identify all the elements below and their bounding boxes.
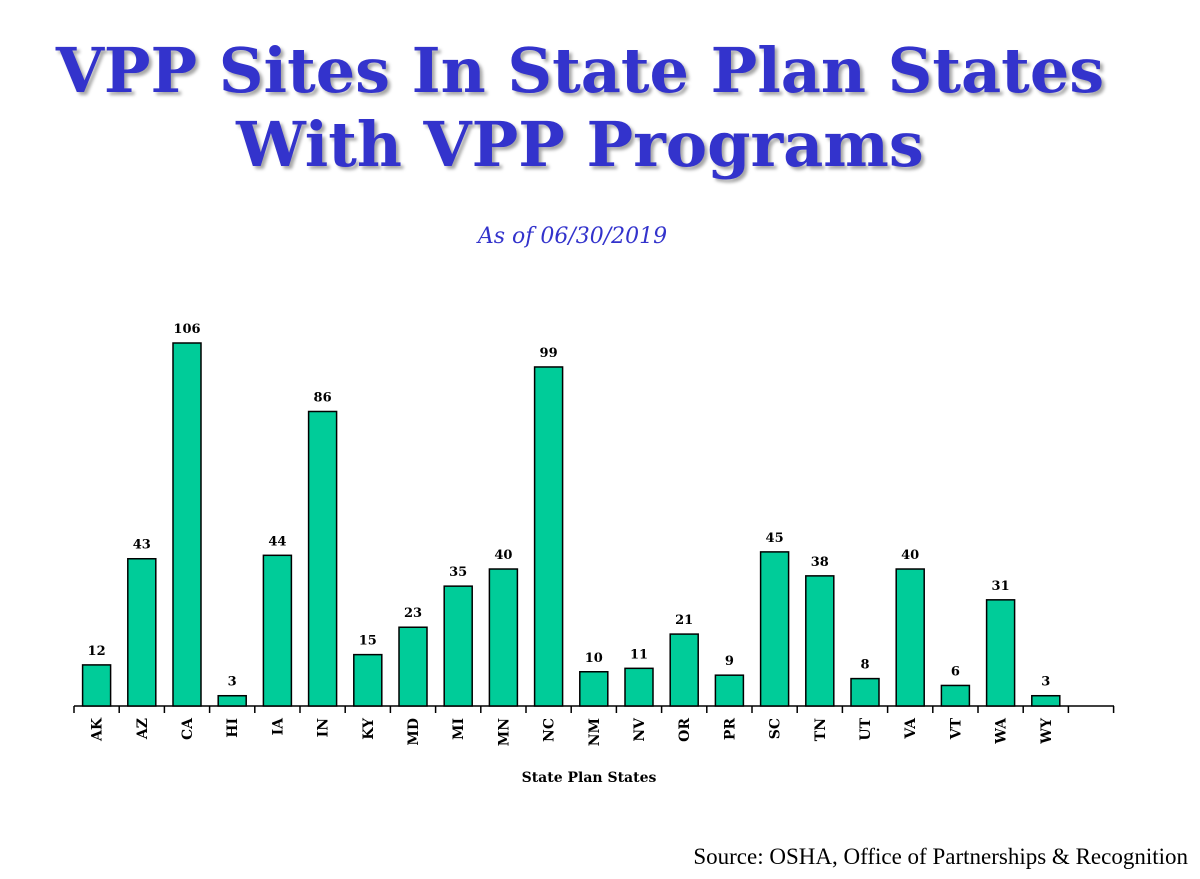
- x-tick-label-pr: PR: [722, 718, 738, 741]
- x-tick-label-sc: SC: [768, 718, 784, 739]
- bar-ca: [172, 342, 202, 707]
- data-label-wa: 31: [992, 579, 1010, 594]
- x-tick-label-ak: AK: [90, 717, 106, 742]
- x-tick-label-ia: IA: [270, 717, 286, 736]
- data-label-md: 23: [404, 606, 422, 621]
- chart-subtitle: As of 06/30/2019: [477, 224, 668, 249]
- bar-sc: [759, 551, 790, 707]
- data-label-va: 40: [901, 548, 919, 563]
- data-label-mi: 35: [449, 565, 467, 580]
- bar-mn: [488, 568, 519, 707]
- bar-nc: [533, 366, 564, 707]
- x-tick-label-mi: MI: [451, 718, 467, 740]
- bar-mi: [443, 585, 473, 707]
- data-label-tn: 38: [811, 555, 829, 570]
- bar-wy: [1031, 694, 1061, 707]
- x-tick-label-nc: NC: [542, 718, 558, 742]
- data-label-in: 86: [314, 390, 332, 405]
- data-label-vt: 6: [951, 664, 960, 679]
- bar-az: [127, 557, 157, 707]
- data-label-or: 21: [675, 613, 693, 628]
- x-tick-label-md: MD: [406, 718, 422, 746]
- x-tick-label-or: OR: [677, 718, 693, 742]
- bar-nm: [579, 671, 609, 707]
- page-title-line-1: VPP Sites In State Plan States: [55, 34, 1105, 107]
- x-tick-label-ca: CA: [180, 717, 196, 740]
- data-label-ak: 12: [88, 644, 106, 659]
- page-title-line-2: With VPP Programs: [236, 108, 924, 181]
- bar-vt: [940, 684, 971, 707]
- x-tick-label-in: IN: [316, 718, 332, 738]
- bar-nv: [624, 667, 654, 707]
- data-label-wy: 3: [1041, 675, 1050, 690]
- bar-tn: [805, 575, 835, 707]
- bar-wa: [985, 599, 1016, 707]
- data-label-sc: 45: [766, 531, 784, 546]
- x-tick-label-vt: VT: [948, 717, 964, 740]
- x-tick-label-tn: TN: [813, 718, 829, 741]
- bar-hi: [217, 694, 247, 707]
- x-tick-label-mn: MN: [496, 718, 512, 746]
- x-tick-label-nm: NM: [587, 718, 603, 746]
- data-label-ca: 106: [173, 322, 200, 337]
- bar-pr: [714, 674, 745, 707]
- bar-in: [307, 410, 338, 707]
- source-note: Source: OSHA, Office of Partnerships & R…: [693, 844, 1188, 869]
- data-label-nc: 99: [540, 346, 558, 361]
- bar-ia: [262, 554, 293, 707]
- data-label-ut: 8: [860, 658, 869, 673]
- x-tick-label-nv: NV: [632, 717, 648, 742]
- data-label-ia: 44: [268, 534, 286, 549]
- bar-or: [669, 633, 699, 707]
- bar-ut: [850, 677, 880, 707]
- x-tick-label-az: AZ: [135, 718, 151, 740]
- x-tick-label-va: VA: [903, 717, 919, 740]
- data-label-nm: 10: [585, 651, 603, 666]
- x-tick-label-hi: HI: [225, 718, 241, 738]
- bar-ky: [353, 653, 383, 707]
- bar-md: [398, 626, 428, 707]
- x-axis-title: State Plan States: [522, 770, 657, 786]
- data-label-hi: 3: [228, 675, 237, 690]
- x-tick-label-ut: UT: [858, 717, 874, 740]
- x-tick-label-ky: KY: [361, 717, 377, 740]
- data-label-mn: 40: [494, 548, 512, 563]
- data-label-ky: 15: [359, 634, 377, 649]
- x-tick-label-wy: WY: [1039, 717, 1055, 745]
- data-label-az: 43: [133, 538, 151, 553]
- data-label-pr: 9: [725, 654, 734, 669]
- data-label-nv: 11: [630, 647, 648, 662]
- x-tick-label-wa: WA: [994, 717, 1010, 745]
- bar-ak: [81, 664, 112, 707]
- bar-va: [895, 568, 925, 707]
